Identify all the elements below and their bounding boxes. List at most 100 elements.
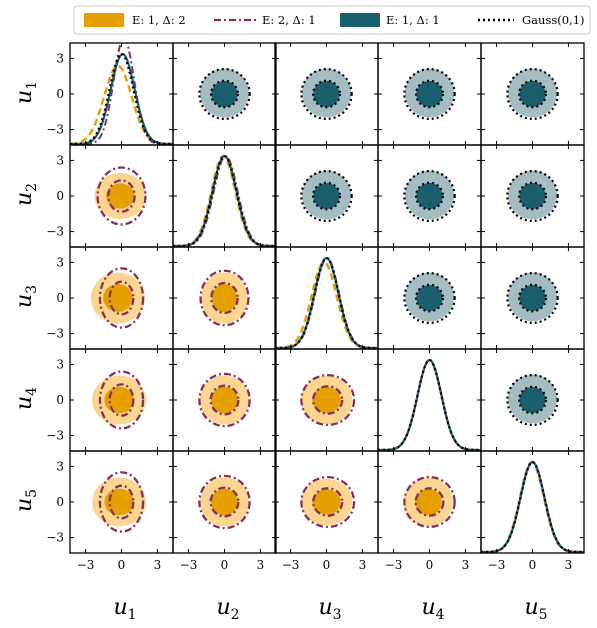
panel-1-1: −3 0 3 xyxy=(46,42,174,146)
marginal-gauss xyxy=(173,154,276,247)
panel-5-2: −3 0 3 xyxy=(172,450,277,572)
marginal-e1-d1 xyxy=(173,154,276,247)
teal-inner-contour xyxy=(416,284,443,312)
teal-inner-contour xyxy=(313,182,340,210)
marginal-gauss xyxy=(275,256,378,349)
purple-inner-contour xyxy=(108,383,135,417)
purple-inner-contour xyxy=(209,384,240,416)
orange-inner-contour xyxy=(211,488,238,516)
x-tick-label: 3 xyxy=(154,558,162,572)
x-axis-label-1: u1 xyxy=(114,595,137,623)
purple-outer-contour xyxy=(403,475,456,529)
marginal-e1-d1 xyxy=(378,358,481,451)
marginal-e1-d2 xyxy=(173,154,276,247)
panel-frame xyxy=(480,450,585,554)
axis-labels: u1 u1 u2 u2 u3 u3 u4 u4 u5 u5 xyxy=(12,81,548,623)
gauss-outer-contour xyxy=(403,169,456,223)
panel-3-4 xyxy=(377,246,482,350)
purple-outer-contour xyxy=(300,475,356,529)
panel-grid: −3 0 3 −3 0 3 −3 0 3 −3 0 3 −3 −3 0 0 3 3 −3 0 3 −3 0 3 −3 0 3 −3 0 3 xyxy=(46,42,585,572)
gauss-outer-contour xyxy=(300,169,353,223)
gauss-inner-contour xyxy=(311,79,342,109)
marginal-e1-d2 xyxy=(481,460,584,553)
x-tick-label: 3 xyxy=(462,558,470,572)
y-tick-label: 0 xyxy=(56,495,64,509)
gauss-outer-contour xyxy=(300,67,353,121)
purple-outer-contour xyxy=(300,373,356,427)
purple-outer-contour xyxy=(98,267,145,329)
gauss-outer-contour xyxy=(506,67,559,121)
x-tick-label: −3 xyxy=(282,558,300,572)
marginal-e2-d1 xyxy=(275,257,378,349)
panel-5-5: −3 0 3 xyxy=(480,450,585,572)
purple-inner-contour xyxy=(312,487,344,517)
gauss-outer-contour xyxy=(403,67,456,121)
y-tick-label: 3 xyxy=(56,357,64,371)
y-axis-label-4: u4 xyxy=(12,387,40,410)
panel-5-3: −3 0 3 xyxy=(274,450,379,572)
x-tick-label: 3 xyxy=(565,558,573,572)
panel-frame xyxy=(172,144,277,248)
purple-inner-contour xyxy=(312,385,344,415)
purple-outer-contour xyxy=(198,372,251,428)
gauss-inner-contour xyxy=(311,181,342,211)
x-tick-label: 0 xyxy=(118,558,126,572)
x-tick-label: 0 xyxy=(323,558,331,572)
gauss-outer-contour xyxy=(198,67,251,121)
y-tick-label: −3 xyxy=(46,327,64,341)
gauss-outer-contour xyxy=(506,373,559,427)
x-tick-label: 3 xyxy=(359,558,367,572)
marginal-gauss xyxy=(481,460,584,553)
legend-label-3: E: 1, Δ: 1 xyxy=(386,13,440,27)
teal-inner-contour xyxy=(519,182,546,210)
y-tick-label: −3 xyxy=(46,429,64,443)
marginal-e2-d1 xyxy=(481,460,584,553)
y-tick-label: −3 xyxy=(46,123,64,137)
x-tick-label: −3 xyxy=(77,558,95,572)
teal-inner-contour xyxy=(519,80,546,108)
panel-4-1: −3 0 3 xyxy=(46,348,174,452)
gauss-inner-contour xyxy=(517,283,548,313)
marginal-gauss xyxy=(378,358,481,451)
purple-outer-contour xyxy=(199,269,250,327)
orange-inner-contour xyxy=(103,284,133,312)
teal-inner-contour xyxy=(519,386,546,414)
gauss-outer-contour xyxy=(506,271,559,325)
y-tick-label: 3 xyxy=(56,153,64,167)
y-tick-label: 3 xyxy=(56,459,64,473)
x-tick-label: −3 xyxy=(180,558,198,572)
y-axis-label-5: u5 xyxy=(12,489,40,512)
purple-inner-contour xyxy=(108,280,135,316)
legend-symbol-3 xyxy=(340,13,380,27)
x-tick-label: −3 xyxy=(385,558,403,572)
legend-symbol-1 xyxy=(84,13,124,27)
marginal-e2-d1 xyxy=(378,358,481,451)
y-axis-label-1: u1 xyxy=(12,81,40,104)
gauss-inner-contour xyxy=(414,79,445,109)
x-axis-label-2: u2 xyxy=(217,595,240,623)
purple-inner-contour xyxy=(210,281,239,315)
panel-1-5 xyxy=(480,42,585,146)
y-axis-label-2: u2 xyxy=(12,183,40,206)
purple-inner-contour xyxy=(414,487,445,517)
x-tick-label: 0 xyxy=(529,558,537,572)
panel-3-1: −3 0 3 xyxy=(46,246,174,350)
panel-1-4 xyxy=(377,42,482,146)
y-tick-label: 0 xyxy=(56,291,64,305)
y-tick-label: −3 xyxy=(46,531,64,545)
gauss-inner-contour xyxy=(517,79,548,109)
purple-inner-contour xyxy=(108,484,135,520)
legend-label-1: E: 1, Δ: 2 xyxy=(132,13,186,27)
orange-inner-contour xyxy=(106,183,135,209)
orange-inner-contour xyxy=(312,386,341,414)
gauss-inner-contour xyxy=(517,181,548,211)
teal-inner-contour xyxy=(211,80,238,108)
gauss-inner-contour xyxy=(414,181,445,211)
y-tick-label: 0 xyxy=(56,87,64,101)
purple-outer-contour xyxy=(98,471,145,533)
y-tick-label: 0 xyxy=(56,189,64,203)
x-tick-label: −3 xyxy=(488,558,506,572)
orange-inner-contour xyxy=(414,488,442,516)
x-axis-label-4: u4 xyxy=(422,595,445,623)
orange-inner-contour xyxy=(104,386,134,414)
